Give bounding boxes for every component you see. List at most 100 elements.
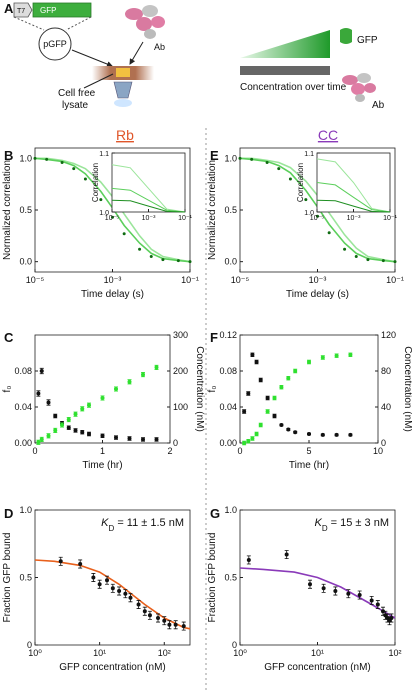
dashed-line (13, 16, 45, 31)
data-point (369, 598, 374, 603)
data-point (167, 622, 172, 627)
series-line (111, 199, 186, 213)
x-tick-label: 10⁻³ (347, 215, 361, 222)
data-point (348, 352, 353, 357)
data-point (304, 198, 308, 202)
data-point (343, 247, 347, 251)
x-tick-label: 0 (32, 446, 37, 456)
x-tick-label: 10⁻⁵ (105, 215, 119, 222)
y-tick-label: 1.1 (304, 151, 314, 158)
x-tick-label: 10¹ (93, 648, 106, 658)
data-point (105, 578, 110, 583)
data-point (141, 437, 145, 442)
annotation-part: K (314, 517, 322, 529)
dashed-line (65, 16, 92, 31)
data-point (316, 214, 319, 218)
y-axis-label: Correlation (296, 163, 305, 202)
data-point (380, 609, 385, 614)
y2-tick-label: 0 (381, 438, 386, 448)
x-tick-label: 10¹ (311, 648, 324, 658)
diagram: T7 GFP pGFP Ab Cell free lysate GFP Conc… (13, 2, 385, 111)
y-tick-label: 0.0 (224, 257, 237, 267)
data-point (156, 616, 161, 620)
y-tick-label: 1.0 (19, 505, 32, 515)
y-tick-label: 1.0 (224, 153, 237, 163)
y-tick-label: 0.04 (14, 402, 32, 412)
data-point (265, 409, 270, 414)
gfp-ramp (240, 30, 330, 58)
data-point (254, 432, 259, 436)
data-point (114, 387, 118, 391)
plasmid (38, 27, 72, 61)
y-tick-label: 0 (27, 640, 32, 650)
annotation-part: D (108, 524, 114, 533)
y2-axis-label: Concentration (nM) (402, 346, 412, 432)
data-point (327, 231, 331, 235)
y-tick-label: 0.12 (219, 330, 237, 340)
x-tick-label: 10⁻⁵ (231, 275, 250, 285)
series-line (316, 199, 391, 213)
annotation-part: = 11 ± 1.5 nM (114, 517, 184, 529)
x-tick-label: 10 (373, 446, 383, 456)
arrow (71, 49, 113, 67)
data-point (242, 409, 247, 414)
data-point (161, 258, 165, 262)
data-point (154, 365, 159, 370)
y-tick-label: 0.5 (19, 573, 32, 583)
data-point (250, 436, 255, 441)
x-axis-label: GFP concentration (nM) (59, 662, 166, 673)
gene-label: GFP (40, 6, 56, 15)
x-tick-label: 10⁻¹ (383, 215, 397, 222)
data-point (141, 372, 145, 377)
arrow (129, 41, 144, 65)
data-point (334, 353, 339, 358)
data-point (66, 417, 71, 422)
data-point (58, 559, 63, 564)
data-point (279, 423, 284, 427)
x-tick-label: 10⁰ (28, 648, 42, 658)
data-point (272, 396, 277, 400)
data-point (366, 258, 370, 262)
annotation-part: = 15 ± 3 nM (328, 517, 389, 529)
x-tick-label: 10⁻³ (104, 275, 122, 285)
x-tick-label: 10² (158, 648, 171, 658)
data-point (265, 396, 270, 400)
data-point (33, 156, 37, 160)
x-tick-label: 10² (388, 648, 401, 658)
panel-label: F (210, 330, 218, 345)
data-point (122, 232, 126, 236)
plot-frame (34, 334, 171, 444)
data-point (136, 602, 141, 607)
y-tick-label: 1.1 (99, 151, 109, 158)
series-line (111, 164, 186, 213)
x-tick-label: 5 (306, 446, 311, 456)
gfp-gene (32, 2, 92, 18)
data-point (272, 414, 277, 418)
antibody-label: Ab (372, 100, 385, 111)
data-point (246, 439, 251, 444)
data-point (254, 360, 259, 364)
panel-label: A (4, 1, 14, 16)
data-point (117, 589, 122, 593)
annotation-part: D (322, 524, 328, 533)
y-tick-label: 0.08 (14, 366, 32, 376)
plot-frame (111, 152, 186, 213)
data-point (46, 433, 51, 438)
data-point (265, 160, 269, 164)
y-tick-label: 0.0 (19, 257, 32, 267)
antibody-icon (125, 5, 165, 39)
data-point (142, 609, 147, 614)
annotation-part: K (101, 517, 109, 529)
data-point (127, 379, 132, 384)
data-point (176, 259, 180, 263)
y-tick-label: 0.08 (219, 366, 237, 376)
data-point (258, 378, 263, 382)
data-point (181, 624, 186, 629)
x-tick-label: 1 (100, 446, 105, 456)
data-point (110, 586, 115, 591)
y2-tick-label: 200 (173, 366, 188, 376)
data-point (154, 437, 159, 442)
ab-bar (240, 66, 330, 75)
data-point (147, 613, 152, 618)
data-point (393, 260, 397, 264)
